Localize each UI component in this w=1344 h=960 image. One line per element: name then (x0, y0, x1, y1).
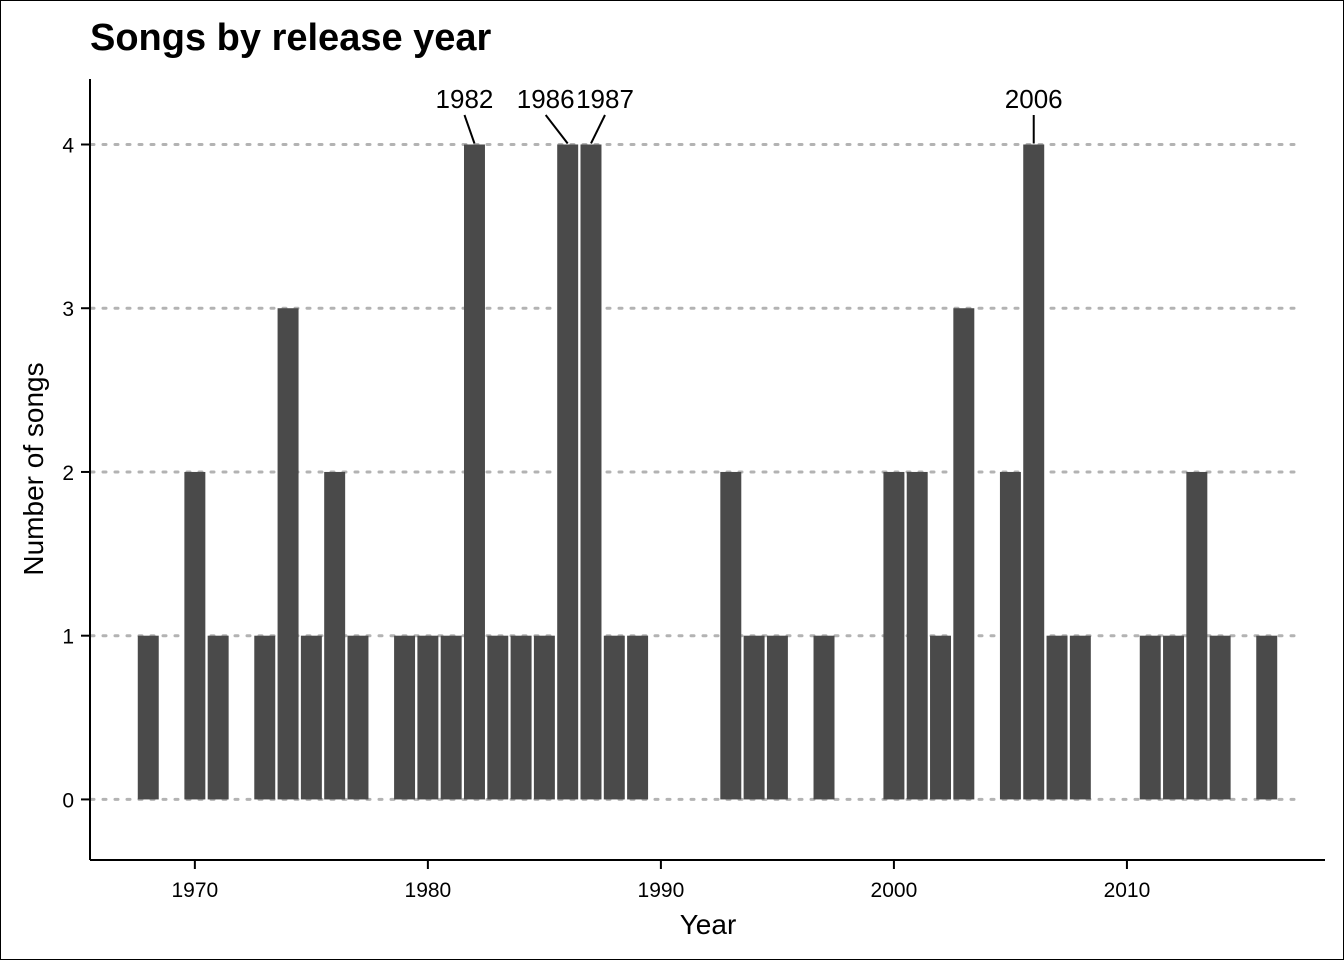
y-tick-label: 2 (62, 462, 74, 485)
y-tick-label: 3 (62, 298, 74, 321)
x-ticks: 1970 1980 1990 2000 2010 (171, 860, 1150, 902)
bar-1986 (557, 144, 579, 800)
bar-1987 (580, 144, 602, 800)
bar-1983 (487, 635, 509, 800)
y-tick-label: 0 (62, 789, 74, 812)
y-axis-title: Number of songs (18, 362, 49, 575)
bar-2012 (1163, 635, 1185, 800)
bar-2003 (953, 308, 975, 800)
x-tick-label: 2010 (1104, 879, 1151, 902)
annotation-label: 1982 (436, 84, 494, 114)
bar-2014 (1209, 635, 1231, 800)
bar-2007 (1046, 635, 1068, 800)
bar-1984 (510, 635, 532, 800)
annotation-label: 1986 (517, 84, 575, 114)
bar-2008 (1069, 635, 1091, 800)
bars (137, 144, 1278, 800)
x-tick-label: 1970 (171, 879, 218, 902)
bar-2005 (999, 471, 1021, 800)
bar-1977 (347, 635, 369, 800)
bar-1988 (603, 635, 625, 800)
bar-1971 (207, 635, 229, 800)
bar-1997 (813, 635, 835, 800)
annotation-label: 1987 (576, 84, 634, 114)
bar-1974 (277, 308, 299, 800)
bar-1982 (463, 144, 485, 800)
bar-1979 (394, 635, 416, 800)
annotation-leader (463, 114, 476, 144)
bar-1989 (627, 635, 649, 800)
bar-1975 (300, 635, 322, 800)
bar-1980 (417, 635, 439, 800)
gridlines (89, 142, 1297, 801)
bar-2011 (1139, 635, 1161, 800)
annotations: 1982 1986 1987 2006 (436, 84, 1063, 145)
bar-1970 (184, 471, 206, 800)
y-ticks: 0 1 2 3 4 (62, 134, 90, 812)
bar-2001 (906, 471, 928, 800)
annotation-leader (544, 114, 569, 145)
bar-1993 (720, 471, 742, 800)
x-axis-title: Year (680, 909, 737, 940)
y-tick-label: 1 (62, 626, 74, 649)
bar-2013 (1186, 471, 1208, 800)
bar-2016 (1256, 635, 1278, 800)
bar-2000 (883, 471, 905, 800)
bar-1995 (766, 635, 788, 800)
x-tick-label: 1990 (638, 879, 685, 902)
bar-1981 (440, 635, 462, 800)
annotation-label: 2006 (1005, 84, 1063, 114)
annotation-leader (590, 114, 606, 144)
chart-title: Songs by release year (90, 17, 492, 59)
bar-1968 (137, 635, 159, 800)
x-tick-label: 1980 (405, 879, 452, 902)
y-tick-label: 4 (62, 134, 74, 157)
bar-1994 (743, 635, 765, 800)
bar-2006 (1023, 144, 1045, 800)
bar-1973 (254, 635, 276, 800)
x-tick-label: 2000 (871, 879, 918, 902)
bar-1976 (324, 471, 346, 800)
bar-2002 (930, 635, 952, 800)
bar-1985 (533, 635, 555, 800)
